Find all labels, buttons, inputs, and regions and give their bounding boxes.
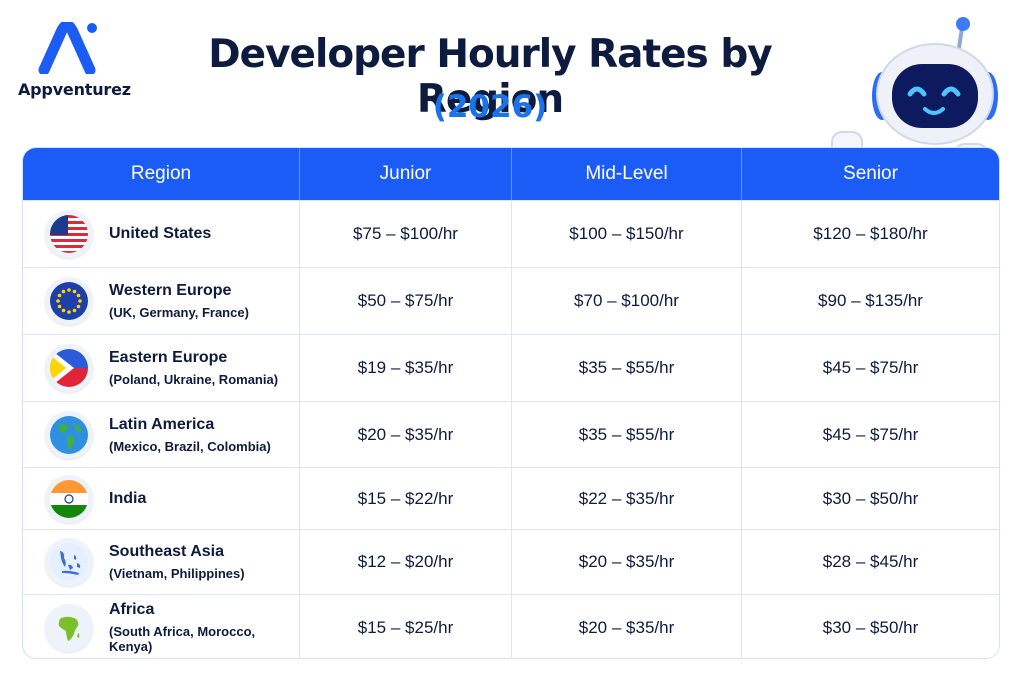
region-cell: Western Europe (UK, Germany, France): [23, 268, 300, 334]
mid-rate-cell: $70 – $100/hr: [512, 268, 742, 334]
region-cell: Africa (South Africa, Morocco, Kenya): [23, 595, 300, 658]
india-flag-icon: [45, 474, 93, 523]
africa-map-icon: [45, 603, 93, 652]
region-countries: (Mexico, Brazil, Colombia): [109, 438, 271, 454]
table-row: Latin America (Mexico, Brazil, Colombia)…: [23, 401, 999, 467]
brand-name: Appventurez: [18, 80, 131, 99]
region-countries: (UK, Germany, France): [109, 305, 249, 320]
column-header-junior: Junior: [300, 148, 512, 200]
table-row: Africa (South Africa, Morocco, Kenya) $1…: [23, 594, 999, 658]
eastern-europe-flag-icon: [45, 344, 93, 392]
column-header-region: Region: [23, 148, 300, 200]
senior-rate-cell: $90 – $135/hr: [818, 291, 923, 310]
table-row: Southeast Asia (Vietnam, Philippines) $1…: [23, 529, 999, 594]
senior-rate-cell: $120 – $180/hr: [813, 224, 928, 243]
senior-rate-cell: $30 – $50/hr: [822, 488, 919, 508]
junior-rate-cell: $50 – $75/hr: [300, 268, 512, 334]
region-countries: (Poland, Ukraine, Romania): [109, 372, 279, 387]
region-cell: Latin America (Mexico, Brazil, Colombia): [23, 402, 300, 467]
column-header-senior: Senior: [843, 163, 898, 184]
southeast-asia-map-icon: [45, 538, 93, 586]
table-row: Western Europe (UK, Germany, France) $50…: [23, 267, 999, 334]
region-cell: India: [23, 468, 300, 529]
rates-table: Region Junior Mid-Level Senior United St…: [22, 147, 1000, 659]
region-name: Southeast Asia: [109, 543, 224, 560]
junior-rate-cell: $15 – $25/hr: [300, 595, 512, 658]
page-subtitle: (2026): [432, 89, 548, 125]
region-countries: (South Africa, Morocco, Kenya): [109, 624, 256, 654]
senior-rate-cell: $28 – $45/hr: [822, 552, 919, 571]
brand-logo: Appventurez: [18, 22, 131, 99]
region-cell: Eastern Europe (Poland, Ukraine, Romania…: [23, 335, 300, 401]
senior-rate-cell: $30 – $50/hr: [822, 617, 919, 637]
table-row: Eastern Europe (Poland, Ukraine, Romania…: [23, 334, 999, 401]
region-countries: (Vietnam, Philippines): [109, 566, 245, 581]
region-name: India: [109, 489, 147, 507]
mid-rate-cell: $35 – $55/hr: [512, 335, 742, 401]
junior-rate-cell: $15 – $22/hr: [300, 468, 512, 529]
column-header-mid-level: Mid-Level: [512, 148, 742, 200]
senior-rate-cell: $45 – $75/hr: [822, 424, 919, 444]
globe-icon: [45, 410, 93, 459]
region-name: Africa: [109, 601, 155, 618]
table-header: Region Junior Mid-Level Senior: [23, 148, 999, 200]
mid-rate-cell: $20 – $35/hr: [512, 595, 742, 658]
region-name: Eastern Europe: [109, 349, 228, 366]
mid-rate-cell: $22 – $35/hr: [512, 468, 742, 529]
mid-rate-cell: $20 – $35/hr: [512, 530, 742, 594]
region-name: Western Europe: [109, 282, 232, 299]
senior-rate-cell: $45 – $75/hr: [822, 358, 919, 377]
region-name: United States: [109, 225, 212, 242]
region-cell: United States: [23, 201, 300, 267]
us-flag-icon: [45, 210, 93, 258]
junior-rate-cell: $19 – $35/hr: [300, 335, 512, 401]
region-cell: Southeast Asia (Vietnam, Philippines): [23, 530, 300, 594]
table-row: India $15 – $22/hr $22 – $35/hr $30 – $5…: [23, 467, 999, 529]
page-title: Developer Hourly Rates by Region: [208, 32, 772, 122]
mid-rate-cell: $35 – $55/hr: [512, 402, 742, 467]
junior-rate-cell: $12 – $20/hr: [300, 530, 512, 594]
eu-flag-icon: [45, 277, 93, 325]
junior-rate-cell: $75 – $100/hr: [300, 201, 512, 267]
mid-rate-cell: $100 – $150/hr: [512, 201, 742, 267]
junior-rate-cell: $20 – $35/hr: [300, 402, 512, 467]
appventurez-logo-icon: [38, 22, 97, 74]
table-row: United States $75 – $100/hr $100 – $150/…: [23, 200, 999, 267]
region-name: Latin America: [109, 415, 215, 433]
